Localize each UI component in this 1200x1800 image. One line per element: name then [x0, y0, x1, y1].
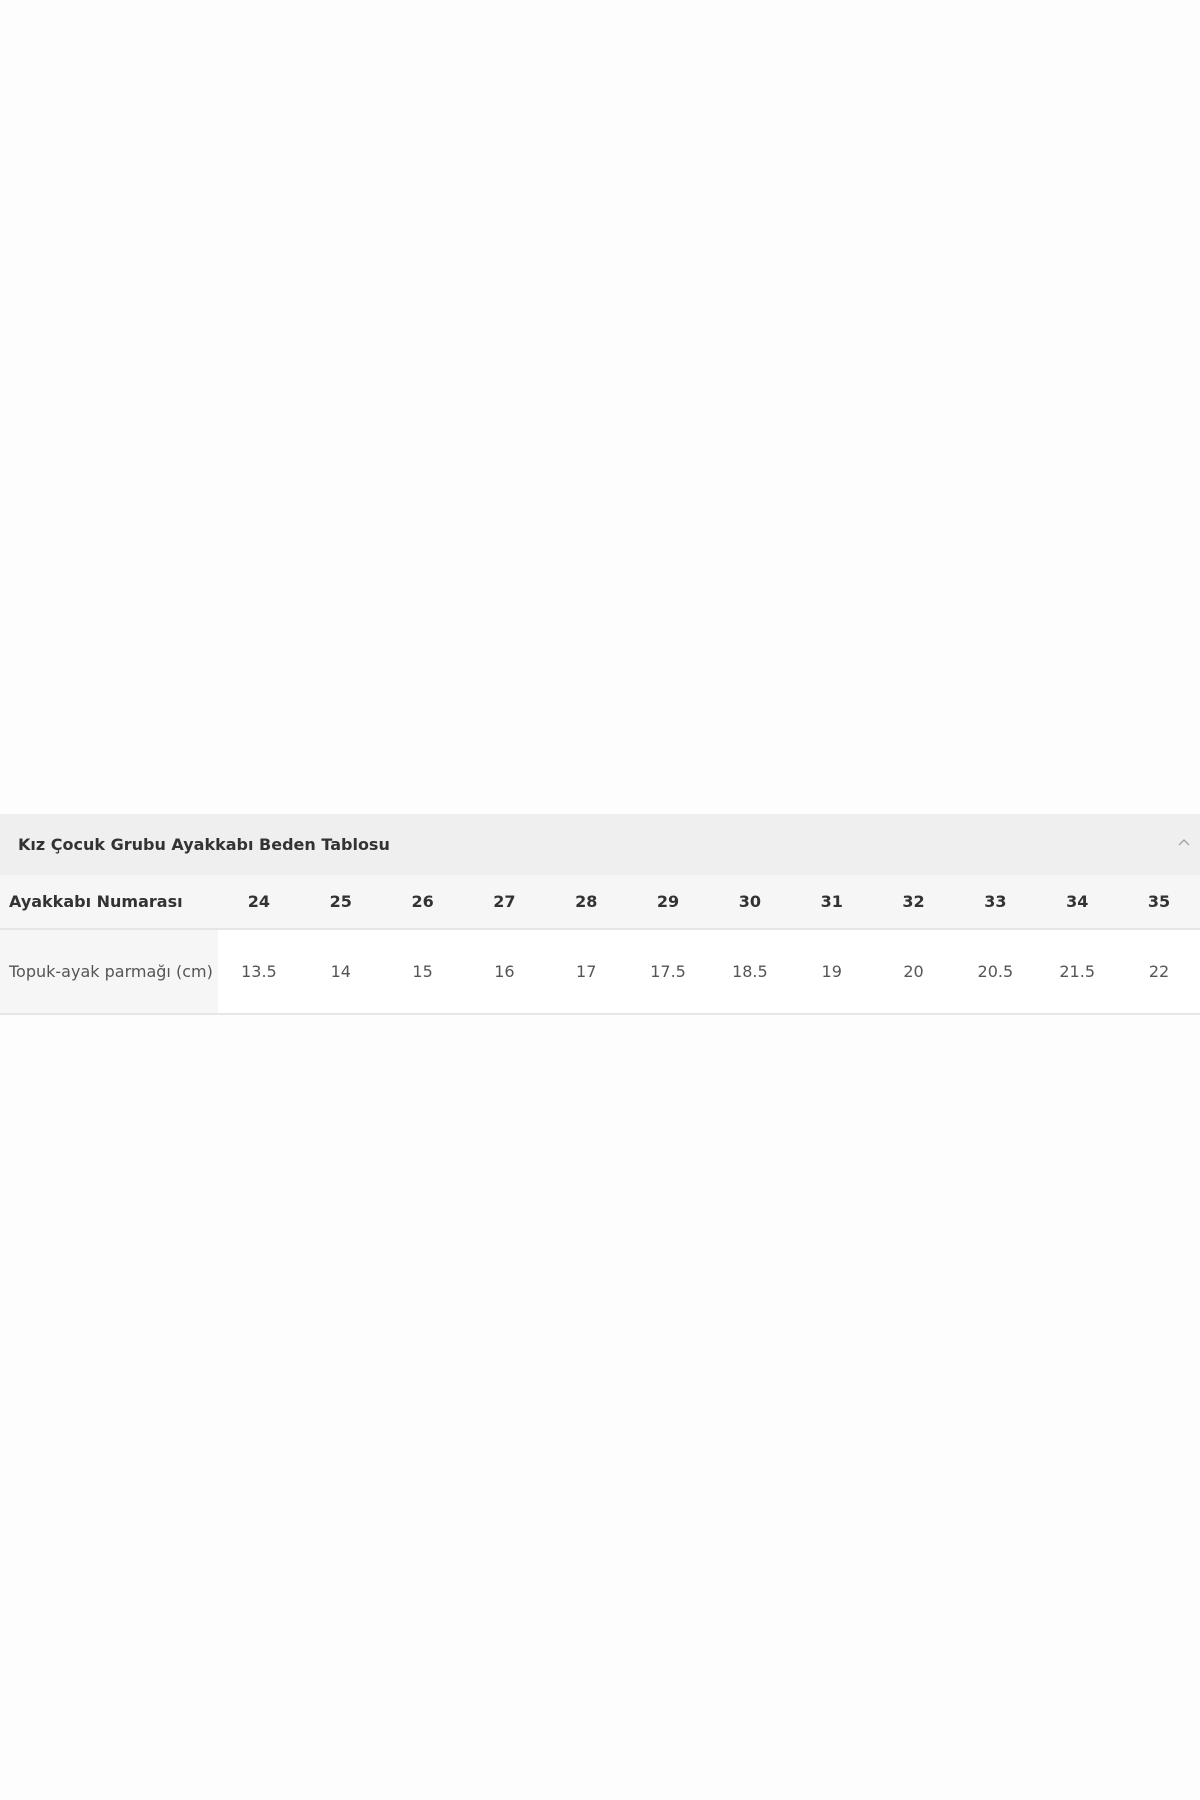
- size-cell: 24: [218, 875, 300, 930]
- row-header: Topuk-ayak parmağı (cm): [0, 929, 218, 1015]
- size-cell: 25: [299, 875, 382, 930]
- length-cell: 15: [381, 929, 464, 1015]
- size-cell: 28: [545, 875, 628, 930]
- table-row-lengths: Topuk-ayak parmağı (cm) 13.5 14 15 16 17…: [0, 929, 1200, 1015]
- length-cell: 17: [545, 929, 628, 1015]
- size-chart-accordion: Kız Çocuk Grubu Ayakkabı Beden Tablosu A…: [0, 814, 1200, 1015]
- length-cell: 18.5: [708, 929, 791, 1015]
- accordion-header[interactable]: Kız Çocuk Grubu Ayakkabı Beden Tablosu: [0, 814, 1200, 875]
- size-cell: 34: [1036, 875, 1119, 930]
- size-cell: 31: [790, 875, 873, 930]
- size-cell: 29: [627, 875, 709, 930]
- size-cell: 26: [381, 875, 464, 930]
- size-cell: 32: [872, 875, 955, 930]
- length-cell: 19: [790, 929, 873, 1015]
- length-cell: 22: [1118, 929, 1200, 1015]
- length-cell: 20: [872, 929, 955, 1015]
- length-cell: 21.5: [1036, 929, 1119, 1015]
- row-header: Ayakkabı Numarası: [0, 875, 218, 930]
- length-cell: 16: [463, 929, 546, 1015]
- chevron-up-icon[interactable]: [1178, 836, 1190, 848]
- length-cell: 13.5: [218, 929, 300, 1015]
- size-cell: 33: [954, 875, 1037, 930]
- size-cell: 30: [708, 875, 791, 930]
- size-cell: 27: [463, 875, 546, 930]
- size-table: Ayakkabı Numarası 24 25 26 27 28 29 30 3…: [0, 875, 1200, 1015]
- size-cell: 35: [1118, 875, 1200, 930]
- length-cell: 20.5: [954, 929, 1037, 1015]
- table-row-sizes: Ayakkabı Numarası 24 25 26 27 28 29 30 3…: [0, 875, 1200, 930]
- accordion-title: Kız Çocuk Grubu Ayakkabı Beden Tablosu: [18, 835, 390, 854]
- length-cell: 14: [299, 929, 382, 1015]
- length-cell: 17.5: [627, 929, 709, 1015]
